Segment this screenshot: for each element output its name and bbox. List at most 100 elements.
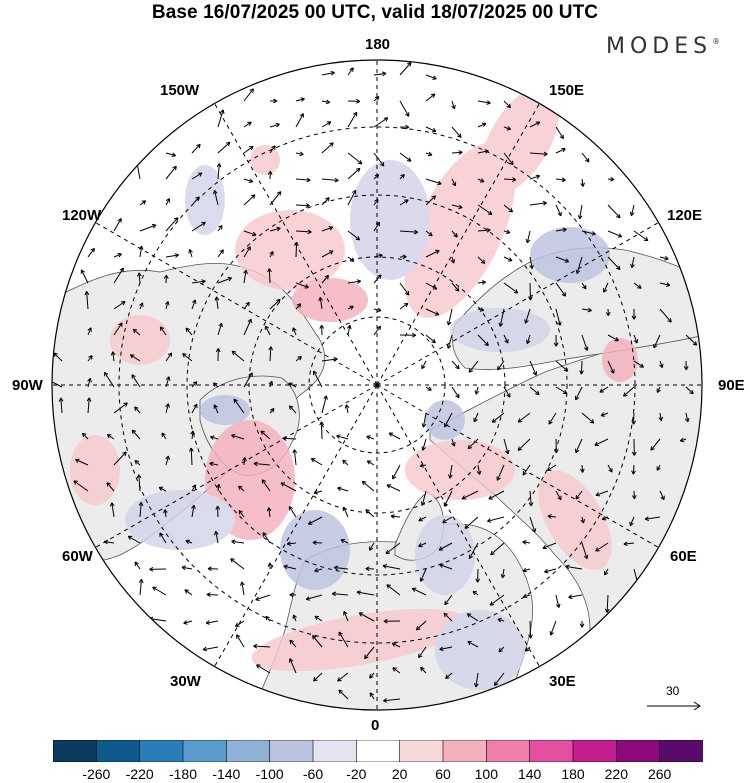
wind-arrow bbox=[581, 282, 587, 290]
wind-arrow bbox=[182, 353, 193, 362]
wind-arrow bbox=[191, 143, 201, 154]
wind-arrow bbox=[264, 325, 271, 336]
wind-arrow bbox=[503, 282, 519, 294]
wind-arrow bbox=[399, 229, 419, 235]
wind-arrow bbox=[181, 565, 193, 571]
wind-arrow bbox=[528, 282, 533, 301]
map-border bbox=[51, 59, 703, 711]
reference-wind-arrow bbox=[647, 701, 701, 711]
wind-arrow bbox=[659, 490, 665, 501]
wind-arrow bbox=[338, 689, 349, 700]
wind-arrow bbox=[136, 474, 142, 492]
wind-arrow bbox=[547, 514, 557, 519]
wind-arrow bbox=[366, 435, 375, 440]
wind-arrow bbox=[215, 505, 221, 518]
wind-arrow bbox=[314, 567, 323, 573]
negative-anomaly bbox=[200, 395, 250, 425]
map-title: Base 16/07/2025 00 UTC, valid 18/07/2025… bbox=[151, 2, 599, 23]
wind-arrow bbox=[347, 111, 358, 128]
wind-arrow bbox=[549, 620, 557, 636]
wind-arrow bbox=[491, 412, 505, 423]
wind-arrow bbox=[209, 461, 219, 467]
wind-arrow bbox=[418, 516, 427, 522]
wind-arrow bbox=[161, 432, 167, 440]
longitude-label-180: 180 bbox=[365, 36, 391, 53]
wind-arrow bbox=[260, 430, 271, 440]
wind-arrow bbox=[305, 594, 323, 601]
wind-arrow bbox=[607, 256, 621, 270]
wind-arrow bbox=[419, 568, 427, 582]
wind-arrow bbox=[444, 412, 453, 428]
wind-arrow bbox=[581, 152, 590, 163]
wind-arrow bbox=[418, 646, 427, 659]
wind-arrow bbox=[656, 386, 661, 393]
wind-arrow bbox=[87, 377, 92, 388]
wind-arrow bbox=[658, 412, 664, 422]
wind-arrow bbox=[331, 591, 349, 597]
wind-arrow bbox=[138, 578, 144, 596]
wind-arrow bbox=[595, 542, 609, 552]
wind-arrow bbox=[629, 516, 635, 527]
wind-arrow bbox=[477, 334, 489, 347]
wind-arrow bbox=[633, 360, 644, 368]
wind-arrow bbox=[399, 199, 409, 206]
wind-arrow bbox=[216, 163, 222, 180]
wind-arrow bbox=[243, 318, 252, 336]
wind-arrow bbox=[685, 334, 698, 346]
wind-arrow bbox=[307, 516, 323, 525]
wind-arrow bbox=[581, 412, 595, 424]
wind-arrow bbox=[288, 405, 297, 414]
wind-arrow bbox=[425, 249, 440, 258]
wind-arrow bbox=[467, 438, 479, 450]
positive-anomaly bbox=[110, 315, 170, 365]
wind-arrow bbox=[113, 322, 123, 336]
wind-arrow bbox=[656, 464, 661, 471]
wind-arrow bbox=[555, 308, 562, 326]
wind-arrow bbox=[579, 464, 585, 473]
wind-arrow bbox=[265, 615, 271, 622]
negative-anomaly bbox=[280, 510, 350, 590]
wind-arrow bbox=[631, 490, 637, 500]
wind-arrow bbox=[529, 386, 540, 396]
wind-arrow bbox=[106, 482, 115, 492]
negative-anomaly bbox=[530, 227, 610, 283]
wind-arrow bbox=[295, 97, 305, 102]
wind-arrow bbox=[347, 305, 354, 310]
wind-arrow bbox=[392, 464, 401, 480]
wind-arrow bbox=[253, 643, 271, 649]
wind-arrow bbox=[555, 594, 561, 608]
wind-arrow bbox=[517, 412, 531, 423]
wind-arrow bbox=[600, 412, 609, 417]
wind-arrow bbox=[213, 404, 219, 414]
wind-arrow bbox=[205, 620, 219, 625]
wind-arrow bbox=[575, 438, 583, 454]
wind-arrow bbox=[337, 672, 349, 682]
wind-arrow bbox=[555, 490, 562, 501]
wind-arrow bbox=[289, 658, 297, 674]
positive-anomaly bbox=[235, 210, 345, 290]
wind-arrow bbox=[383, 698, 401, 703]
wind-arrow bbox=[337, 486, 349, 492]
colorbar-tick-label: 20 bbox=[391, 766, 408, 782]
wind-arrow bbox=[82, 432, 89, 440]
wind-arrow bbox=[529, 360, 538, 376]
wind-arrow bbox=[87, 247, 95, 258]
wind-arrow bbox=[477, 256, 486, 264]
wind-arrow bbox=[411, 587, 427, 596]
wind-arrow bbox=[165, 352, 173, 362]
meridian-line bbox=[95, 384, 378, 548]
wind-arrow bbox=[185, 327, 193, 336]
wind-arrow bbox=[321, 177, 339, 183]
wind-arrow bbox=[255, 594, 271, 601]
wind-arrow bbox=[288, 506, 297, 518]
negative-anomaly bbox=[425, 400, 465, 440]
wind-arrow bbox=[581, 307, 592, 313]
colorbar-swatch bbox=[356, 740, 401, 762]
wind-arrow bbox=[386, 484, 401, 492]
wind-arrow bbox=[191, 299, 197, 310]
meridian-line bbox=[95, 222, 378, 386]
longitude-label-90e: 90E bbox=[718, 377, 745, 394]
wind-arrow bbox=[243, 230, 257, 237]
wind-arrow bbox=[207, 566, 219, 572]
wind-arrow bbox=[631, 309, 637, 320]
